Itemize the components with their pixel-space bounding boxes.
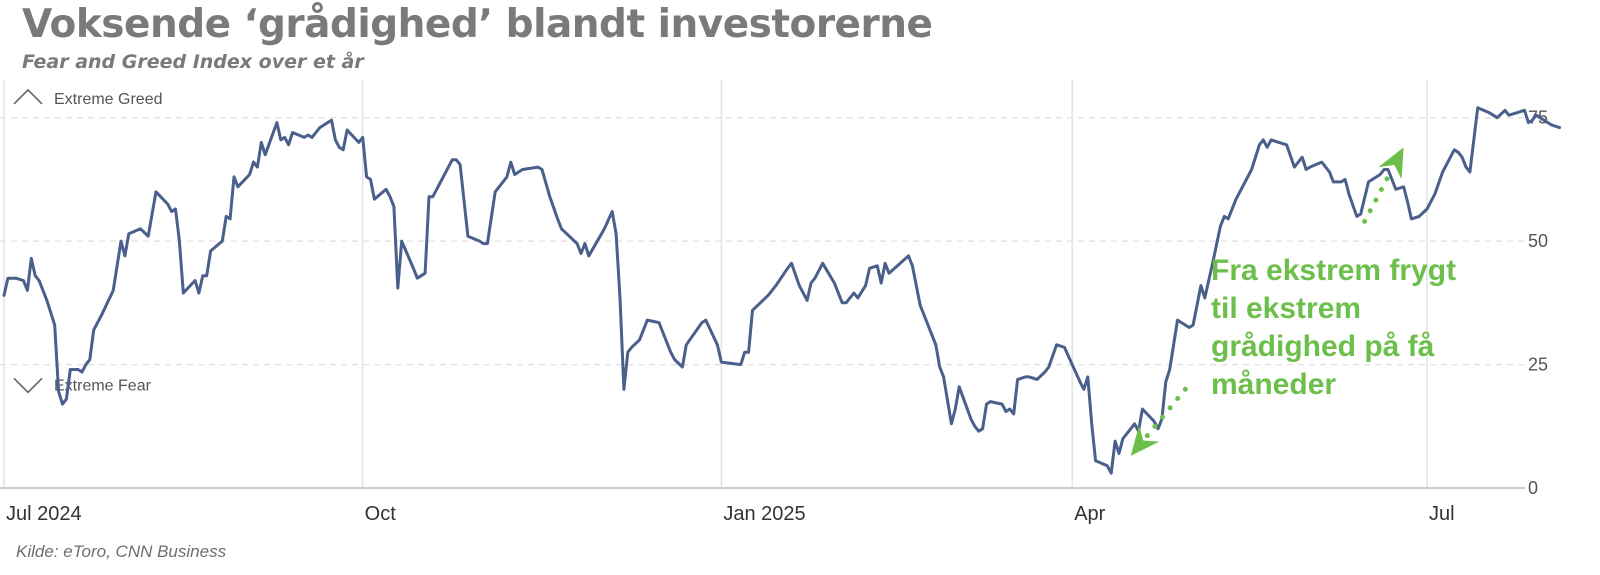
chevron-down-icon (13, 377, 43, 394)
y-tick-label: 25 (1528, 355, 1548, 375)
zone-label: Extreme Fear (54, 377, 152, 394)
horizontal-gridlines (0, 116, 1525, 366)
source-note: Kilde: eToro, CNN Business (16, 542, 227, 561)
x-tick-label: Jul 2024 (6, 503, 82, 525)
callout-line: Fra ekstrem frygt (1211, 254, 1456, 287)
fear-greed-series-line (2, 106, 1562, 475)
x-tick-label: Jan 2025 (723, 503, 805, 525)
annotation-arrow-shaft (1362, 167, 1395, 224)
zone-labels: Extreme Greed Extreme Fear (13, 88, 162, 394)
x-axis-ticks: Jul 2024 Oct Jan 2025 Apr Jul (6, 503, 1455, 525)
annotation-arrowhead-icon (1378, 147, 1404, 180)
y-tick-label: 0 (1528, 478, 1538, 498)
chart-title: Voksende ‘grådighed’ blandt investorerne (22, 2, 933, 47)
annotation-arrowhead-icon (1130, 425, 1160, 456)
chart-subtitle: Fear and Greed Index over et år (22, 51, 364, 73)
callout-line: grådighed på få (1211, 330, 1435, 363)
annotation-callout: Fra ekstrem frygt til ekstrem grådighed på… (1130, 147, 1456, 456)
zone-label: Extreme Greed (54, 91, 162, 108)
x-tick-label: Apr (1074, 503, 1105, 525)
callout-line: måneder (1211, 368, 1336, 401)
y-tick-label: 50 (1528, 231, 1548, 251)
annotation-arrow-shaft (1144, 386, 1188, 439)
x-tick-label: Oct (365, 503, 397, 525)
chevron-up-icon (13, 88, 43, 105)
callout-line: til ekstrem (1211, 292, 1361, 325)
x-tick-label: Jul (1429, 503, 1455, 525)
